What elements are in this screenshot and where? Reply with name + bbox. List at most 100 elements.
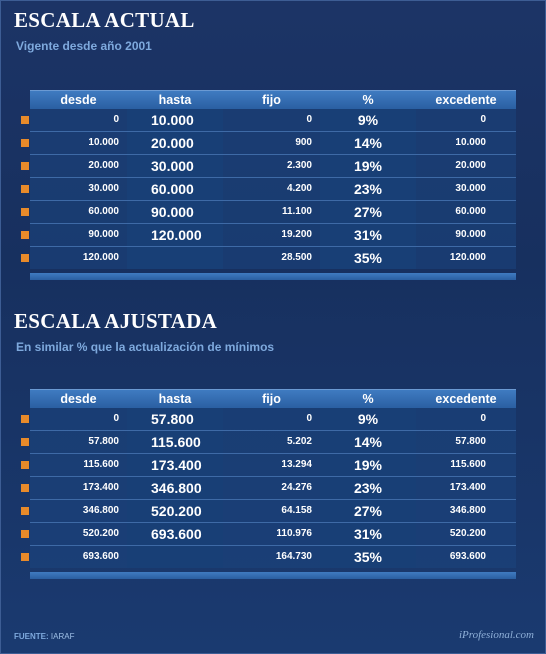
cell-hasta: 90.000 [151,204,194,220]
bullet-square-icon [21,231,29,239]
bullet-square-icon [21,162,29,170]
table-row: 60.000 90.000 11.100 27% 60.000 [21,201,516,224]
cell-fijo: 11.100 [281,206,312,217]
cell-fijo: 24.276 [281,482,312,493]
section-subtitle-actual: Vigente desde año 2001 [16,39,152,53]
cell-pct: 31% [353,227,383,243]
bullet-square-icon [21,116,29,124]
cell-hasta: 693.600 [151,526,202,542]
cell-hasta: 520.200 [151,503,202,519]
cell-fijo: 28.500 [281,252,312,263]
cell-fijo: 110.976 [276,528,312,539]
table-row: 30.000 60.000 4.200 23% 30.000 [21,178,516,201]
cell-pct: 14% [353,135,383,151]
cell-desde: 60.000 [88,206,119,217]
table-row: 20.000 30.000 2.300 19% 20.000 [21,155,516,178]
section-subtitle-ajustada: En similar % que la actualización de mín… [16,340,275,354]
cell-pct: 31% [353,526,383,542]
cell-fijo: 19.200 [281,229,312,240]
cell-desde: 0 [113,413,119,424]
brand-logo-text: iProfesional.com [458,629,534,641]
cell-excedente: 57.800 [455,436,486,447]
cell-hasta: 10.000 [151,112,194,128]
header-pct: % [362,93,374,107]
bullet-square-icon [21,484,29,492]
header-hasta: hasta [158,93,192,107]
cell-excedente: 0 [480,413,486,424]
cell-fijo: 0 [306,114,312,125]
table-row: 0 57.800 0 9% 0 [21,408,516,431]
cell-excedente: 0 [480,114,486,125]
cell-pct: 9% [357,411,379,427]
cell-excedente: 693.600 [449,551,486,562]
table-row: 693.600 164.730 35% 693.600 [21,546,516,568]
table-row: 0 10.000 0 9% 0 [21,109,516,132]
table-escala-actual: desde hasta fijo % excedente 0 10.000 0 9% 0… [21,90,516,280]
cell-excedente: 90.000 [455,229,486,240]
source-footer: FUENTE: IARAF [14,632,74,641]
table-header: desde hasta fijo % excedente [30,90,516,109]
cell-desde: 346.800 [82,505,119,516]
bullet-square-icon [21,415,29,423]
table-row: 520.200 693.600 110.976 31% 520.200 [21,523,516,546]
cell-pct: 23% [353,480,383,496]
cell-fijo: 900 [295,137,312,148]
cell-hasta: 57.800 [151,411,194,427]
header-fijo: fijo [262,392,281,406]
cell-fijo: 13.294 [281,459,312,470]
cell-pct: 14% [353,434,383,450]
bullet-square-icon [21,438,29,446]
cell-excedente: 30.000 [455,183,486,194]
bullet-square-icon [21,208,29,216]
table-footer-bar [30,273,516,280]
cell-hasta [127,546,223,568]
cell-excedente: 520.200 [449,528,486,539]
bullet-square-icon [21,185,29,193]
cell-pct: 9% [357,112,379,128]
cell-desde: 693.600 [82,551,119,562]
table-row: 346.800 520.200 64.158 27% 346.800 [21,500,516,523]
cell-fijo: 164.730 [275,551,312,562]
table-row: 173.400 346.800 24.276 23% 173.400 [21,477,516,500]
cell-desde: 10.000 [88,137,119,148]
bullet-square-icon [21,553,29,561]
table-row: 10.000 20.000 900 14% 10.000 [21,132,516,155]
source-value: IARAF [50,632,75,641]
cell-fijo: 4.200 [286,183,312,194]
bullet-square-icon [21,461,29,469]
cell-fijo: 64.158 [281,505,312,516]
section-title-actual: ESCALA ACTUAL [14,8,195,32]
cell-desde: 0 [113,114,119,125]
cell-desde: 120.000 [82,252,119,263]
cell-excedente: 173.400 [449,482,486,493]
table-footer-bar [30,572,516,579]
header-excedente: excedente [435,93,497,107]
cell-excedente: 60.000 [455,206,486,217]
cell-pct: 27% [353,204,383,220]
cell-hasta: 173.400 [151,457,202,473]
cell-excedente: 120.000 [449,252,486,263]
cell-desde: 520.200 [82,528,119,539]
cell-pct: 23% [353,181,383,197]
header-excedente: excedente [435,392,497,406]
cell-excedente: 20.000 [455,160,486,171]
table-body: 0 57.800 0 9% 0 57.800 115.600 5.202 14% 57.800 11… [21,408,516,568]
cell-pct: 19% [353,457,383,473]
source-label: FUENTE: [14,632,49,641]
cell-hasta: 346.800 [151,480,202,496]
bullet-square-icon [21,507,29,515]
table-body: 0 10.000 0 9% 0 10.000 20.000 900 14% 10.000 20.00… [21,109,516,269]
cell-fijo: 5.202 [286,436,312,447]
bullet-square-icon [21,139,29,147]
cell-hasta [127,247,223,269]
cell-excedente: 346.800 [449,505,486,516]
header-fijo: fijo [262,93,281,107]
cell-desde: 90.000 [88,229,119,240]
cell-fijo: 2.300 [286,160,312,171]
cell-fijo: 0 [306,413,312,424]
cell-pct: 35% [353,549,383,565]
cell-excedente: 115.600 [450,459,486,470]
table-escala-ajustada: desde hasta fijo % excedente 0 57.800 0 9% 0… [21,389,516,579]
header-pct: % [362,392,374,406]
cell-hasta: 115.600 [151,434,201,450]
